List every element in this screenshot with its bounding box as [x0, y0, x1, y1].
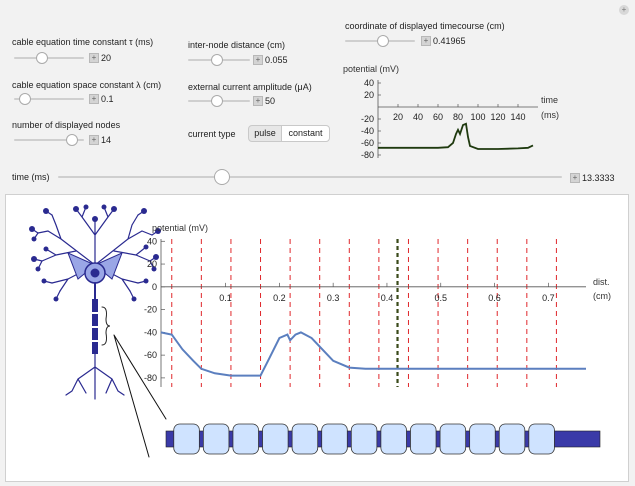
myelin-segment	[498, 423, 526, 455]
time-slider-track	[58, 176, 562, 178]
myelin-segment	[202, 423, 230, 455]
coord-slider-thumb[interactable]	[377, 35, 390, 47]
nodes-slider[interactable]	[14, 134, 84, 146]
current-value: 50	[265, 96, 276, 106]
nodes-label: number of displayed nodes	[12, 120, 121, 130]
nodes-slider-track	[14, 139, 84, 141]
current-type-label: current type	[188, 129, 236, 139]
main-ytick: 20	[147, 259, 157, 269]
current-slider-thumb[interactable]	[211, 95, 223, 107]
timecourse-xtick: 60	[433, 112, 443, 122]
timecourse-ytick: 20	[364, 90, 374, 100]
main-ytick: 0	[152, 282, 157, 292]
myelin-segment	[469, 423, 496, 455]
timecourse-xtick: 20	[393, 112, 403, 122]
time-value: 13.3333	[582, 173, 615, 183]
timecourse-ylabel: potential (mV)	[343, 64, 399, 74]
myelin-segment	[439, 423, 467, 455]
timecourse-xtick: 80	[453, 112, 463, 122]
timecourse-ytick: -60	[361, 138, 374, 148]
current-label: external current amplitude (μA)	[188, 82, 312, 92]
axon-cable	[165, 423, 601, 455]
time-plus-icon[interactable]: +	[570, 173, 580, 183]
main-figure: potential (mV) dist. (cm) 40 20 0 -20 -40 -60…	[29, 204, 611, 458]
tau-slider-track	[14, 57, 84, 59]
dist-slider[interactable]	[188, 54, 250, 66]
myelin-segment	[410, 423, 437, 455]
main-xtick: 0.1	[219, 293, 232, 303]
main-xtick: 0.5	[434, 293, 447, 303]
timecourse-xtick: 40	[413, 112, 423, 122]
main-ytick: 40	[147, 236, 157, 246]
output-panel: potential (mV) dist. (cm) 40 20 0 -20 -40 -60…	[5, 194, 629, 482]
main-xlabel-2: (cm)	[593, 291, 611, 301]
dist-value: 0.055	[265, 55, 288, 65]
nodes-value: 14	[101, 135, 112, 145]
main-xlabel-1: dist.	[593, 277, 610, 287]
myelin-segment	[232, 423, 259, 455]
time-slider[interactable]	[58, 169, 562, 185]
tau-slider-thumb[interactable]	[36, 52, 49, 64]
lambda-value: 0.1	[101, 94, 114, 104]
timecourse-xlabel-1: time	[541, 95, 558, 105]
lambda-plus-icon[interactable]: +	[89, 94, 99, 104]
main-xtick: 0.2	[273, 293, 286, 303]
main-ytick: -60	[144, 350, 157, 360]
time-label: time (ms)	[12, 172, 50, 182]
nodes-slider-thumb[interactable]	[66, 134, 79, 146]
main-xtick: 0.3	[327, 293, 340, 303]
main-ylabel: potential (mV)	[152, 223, 208, 233]
myelin-segment	[291, 423, 319, 455]
timecourse-xtick: 100	[470, 112, 485, 122]
main-ytick: -40	[144, 327, 157, 337]
main-plot: 40 20 0 -20 -40 -60 -80 0.1 0.2 0.3 0.4 0.5 0.6 0.7	[144, 236, 586, 387]
myelin-segment	[380, 423, 407, 455]
constant-button[interactable]: constant	[281, 125, 330, 142]
coord-plus-icon[interactable]: +	[421, 36, 431, 46]
timecourse-xtick: 140	[510, 112, 525, 122]
lambda-label: cable equation space constant λ (cm)	[12, 80, 162, 90]
timecourse-ytick: 40	[364, 78, 374, 88]
myelin-segment	[528, 423, 555, 455]
lambda-slider[interactable]	[14, 93, 84, 105]
expand-button[interactable]: +	[619, 5, 629, 15]
lambda-slider-track	[14, 98, 84, 100]
main-xtick: 0.4	[381, 293, 394, 303]
coord-value: 0.41965	[433, 36, 466, 46]
time-slider-thumb[interactable]	[214, 169, 231, 185]
timecourse-xlabel-2: (ms)	[541, 110, 559, 120]
main-ytick: -80	[144, 373, 157, 383]
myelin-segment	[173, 423, 200, 455]
timecourse-ytick: -20	[361, 114, 374, 124]
neuron-icon	[29, 204, 167, 458]
tau-value: 20	[101, 53, 112, 63]
timecourse-xtick: 120	[490, 112, 505, 122]
coord-slider[interactable]	[345, 35, 415, 47]
dist-label: inter-node distance (cm)	[188, 40, 286, 50]
myelin-segment	[350, 423, 378, 455]
timecourse-line	[378, 122, 534, 150]
myelin-segment	[321, 423, 348, 455]
nodes-plus-icon[interactable]: +	[89, 135, 99, 145]
tau-label: cable equation time constant τ (ms)	[12, 37, 154, 47]
current-plus-icon[interactable]: +	[253, 96, 263, 106]
pulse-button[interactable]: pulse	[248, 125, 282, 142]
timecourse-ytick: -80	[361, 150, 374, 160]
tau-slider[interactable]	[14, 52, 84, 64]
tau-plus-icon[interactable]: +	[89, 53, 99, 63]
dist-slider-thumb[interactable]	[211, 54, 223, 66]
coord-label: coordinate of displayed timecourse (cm)	[345, 21, 505, 31]
lambda-slider-thumb[interactable]	[18, 93, 31, 105]
main-xtick: 0.6	[488, 293, 501, 303]
timecourse-ytick: -40	[361, 126, 374, 136]
main-xtick: 0.7	[542, 293, 555, 303]
current-slider[interactable]	[188, 95, 250, 107]
myelin-segment	[262, 423, 289, 455]
timecourse-plot: potential (mV) time (ms) 40 20 -20 -40 -60 -8…	[343, 64, 559, 160]
main-ytick: -20	[144, 305, 157, 315]
potential-line	[160, 331, 586, 377]
dist-plus-icon[interactable]: +	[253, 55, 263, 65]
